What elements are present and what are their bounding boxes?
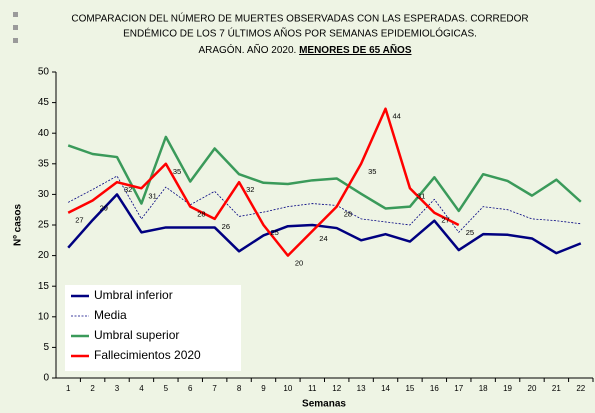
y-tick-label: 5 xyxy=(43,342,49,353)
x-tick-label: 13 xyxy=(357,384,366,393)
data-label: 44 xyxy=(393,112,401,121)
y-tick-label: 30 xyxy=(38,189,50,200)
x-tick-label: 12 xyxy=(332,384,341,393)
title-part: ARAGÓN. AÑO 2020. xyxy=(198,43,296,56)
x-tick-label: 15 xyxy=(405,384,414,393)
data-label: 27 xyxy=(75,216,83,225)
data-label: 25 xyxy=(270,228,278,237)
x-tick-label: 9 xyxy=(261,384,266,393)
y-tick-label: 20 xyxy=(38,250,50,261)
x-tick-label: 5 xyxy=(164,384,169,393)
data-label: 32 xyxy=(246,185,254,194)
x-tick-label: 14 xyxy=(381,384,390,393)
x-tick-label: 2 xyxy=(90,384,95,393)
data-label: 32 xyxy=(124,185,132,194)
x-tick-label: 16 xyxy=(430,384,439,393)
series-line xyxy=(67,107,460,257)
x-tick-label: 20 xyxy=(528,384,537,393)
x-tick-label: 4 xyxy=(139,384,144,393)
title-line: ARAGÓN. AÑO 2020. MENORES DE 65 AÑOS xyxy=(198,43,411,56)
x-tick-label: 18 xyxy=(479,384,488,393)
title-line: COMPARACION DEL NÚMERO DE MUERTES OBSERV… xyxy=(71,12,528,25)
x-tick-label: 10 xyxy=(283,384,292,393)
x-tick-label: 19 xyxy=(503,384,512,393)
title-line: ENDÉMICO DE LOS 7 ÚLTIMOS AÑOS POR SEMAN… xyxy=(123,27,477,40)
x-tick-label: 17 xyxy=(454,384,463,393)
data-label: 28 xyxy=(344,210,352,219)
y-axis-label: Nº casos xyxy=(13,204,24,246)
legend-label: Fallecimientos 2020 xyxy=(94,348,201,362)
x-tick-label: 6 xyxy=(188,384,193,393)
data-label: 31 xyxy=(148,191,156,200)
data-label: 29 xyxy=(100,204,108,213)
data-label: 27 xyxy=(441,216,449,225)
series-line xyxy=(67,193,582,255)
x-tick-label: 11 xyxy=(308,384,317,393)
data-label: 25 xyxy=(466,228,474,237)
y-tick-label: 35 xyxy=(38,158,50,169)
y-tick-label: 10 xyxy=(38,311,50,322)
y-tick-label: 45 xyxy=(38,97,50,108)
y-tick-label: 40 xyxy=(38,128,50,139)
icon xyxy=(13,38,18,43)
legend-label: Media xyxy=(94,308,127,322)
x-tick-label: 22 xyxy=(576,384,585,393)
data-label: 26 xyxy=(222,222,230,231)
x-tick-label: 1 xyxy=(66,384,71,393)
legend-label: Umbral superior xyxy=(94,328,179,342)
y-tick-label: 0 xyxy=(43,373,49,384)
legend-box xyxy=(65,285,241,371)
series-line xyxy=(67,135,582,213)
data-label: 31 xyxy=(417,191,425,200)
icon xyxy=(13,12,18,17)
title-emphasis: MENORES DE 65 AÑOS xyxy=(299,43,412,56)
x-axis-label: Semanas xyxy=(302,399,346,410)
y-tick-label: 50 xyxy=(38,67,50,78)
x-tick-label: 8 xyxy=(237,384,242,393)
y-tick-label: 25 xyxy=(38,220,50,231)
icon xyxy=(13,25,18,30)
data-label: 35 xyxy=(173,167,181,176)
data-label: 35 xyxy=(368,167,376,176)
x-tick-label: 3 xyxy=(115,384,120,393)
legend-label: Umbral inferior xyxy=(94,288,173,302)
x-tick-label: 7 xyxy=(212,384,217,393)
data-label: 28 xyxy=(197,210,205,219)
x-tick-label: 21 xyxy=(552,384,561,393)
data-label: 20 xyxy=(295,259,303,268)
data-label: 24 xyxy=(319,234,327,243)
y-tick-label: 15 xyxy=(38,281,50,292)
